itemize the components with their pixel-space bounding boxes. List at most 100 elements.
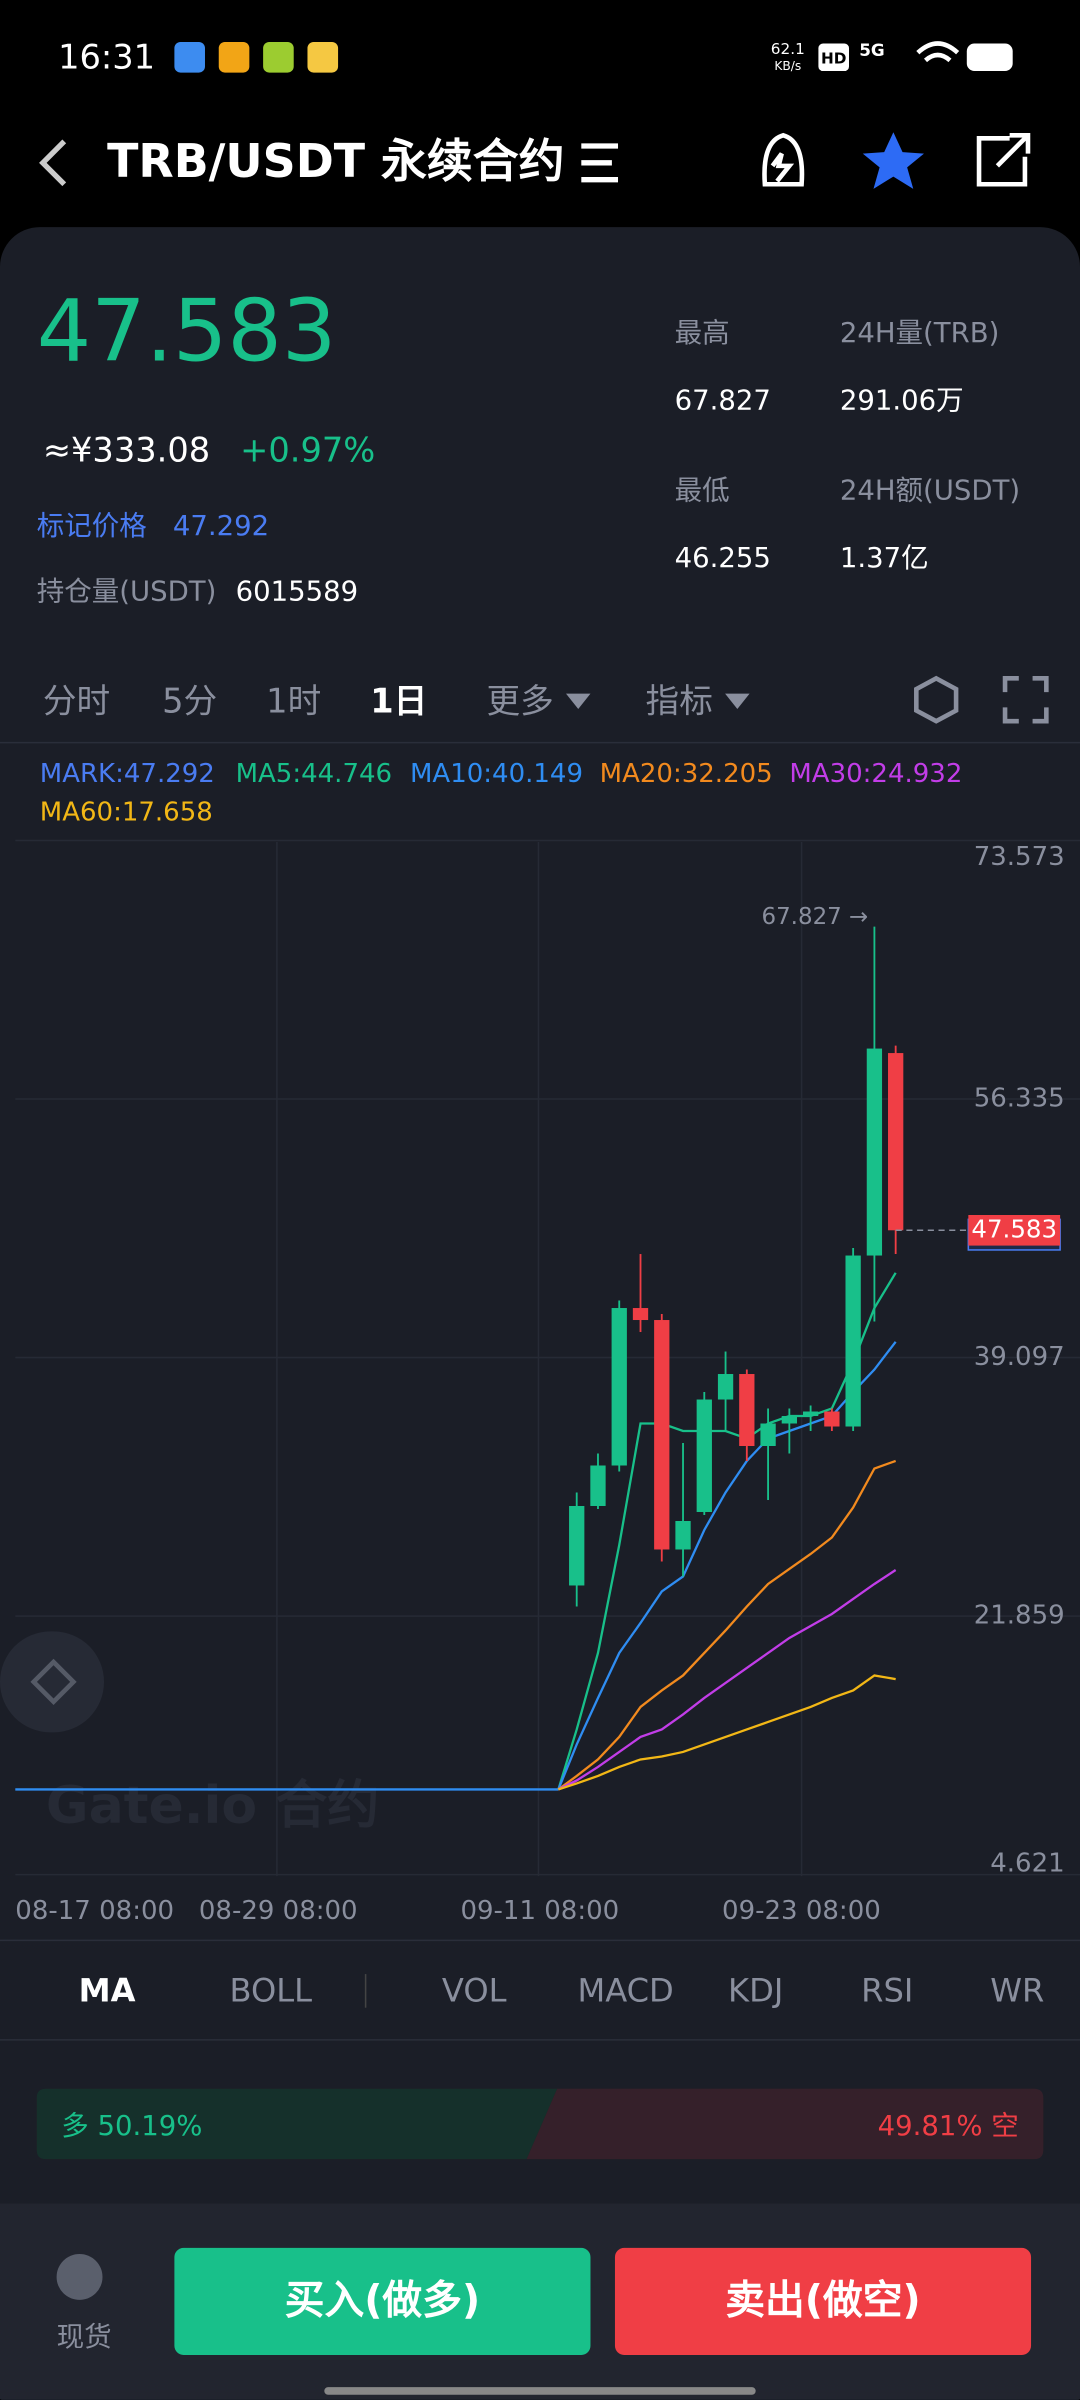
alert-icon[interactable] xyxy=(762,132,805,187)
timeframe-tab[interactable]: 分时 xyxy=(43,681,110,720)
x-tick-label: 08-29 08:00 xyxy=(199,1896,358,1926)
share-icon[interactable] xyxy=(976,133,1031,187)
net-speed: 62.1 xyxy=(771,40,805,58)
cny-price: ≈¥333.08 xyxy=(43,430,210,469)
indicator-tab[interactable]: RSI xyxy=(861,1971,913,2009)
last-price: 47.583 xyxy=(37,282,337,382)
wifi-icon xyxy=(916,41,960,63)
hd-badge xyxy=(818,43,850,72)
battery xyxy=(966,43,1013,72)
panel xyxy=(0,227,1080,2400)
x-tick-label: 08-17 08:00 xyxy=(15,1896,174,1926)
timeframe-tab[interactable]: 指标 xyxy=(646,681,713,720)
indicator-tab[interactable]: MACD xyxy=(578,1971,674,2009)
candle-body xyxy=(739,1374,755,1447)
sell-button[interactable] xyxy=(614,2247,1032,2355)
y-tick-label: 4.621 xyxy=(990,1848,1064,1878)
dropdown-arrow xyxy=(725,693,750,709)
candle-body xyxy=(824,1411,840,1427)
hd-text: HD xyxy=(821,49,846,67)
legend-entry: MARK:47.292 xyxy=(40,759,215,789)
ma-line xyxy=(557,1272,897,1790)
ma-line xyxy=(557,1341,897,1790)
indicator-tab[interactable]: VOL xyxy=(442,1971,507,2009)
short-label: 49.81% 空 xyxy=(878,2110,1019,2142)
indicator-tab[interactable]: MA xyxy=(79,1971,136,2009)
y-tick-label: 56.335 xyxy=(974,1084,1065,1114)
watermark: Gate.io 合约 xyxy=(46,1776,379,1836)
spot-icon[interactable] xyxy=(56,2253,103,2300)
candle-body xyxy=(590,1465,606,1506)
candle-body xyxy=(888,1053,904,1231)
ma-line xyxy=(557,1569,897,1791)
menu-icon[interactable] xyxy=(581,143,619,183)
timeframe-tab[interactable]: 1时 xyxy=(266,681,321,720)
app-icon xyxy=(174,41,205,73)
timeframe-tab[interactable]: 5分 xyxy=(162,681,217,720)
vol-value: 291.06万 xyxy=(840,384,964,416)
legend-entry: MA5:44.746 xyxy=(236,759,392,789)
high-annotation: 67.827 → xyxy=(762,904,869,930)
price-change: +0.97% xyxy=(240,430,375,469)
short-ratio xyxy=(526,2088,1044,2160)
candle-body xyxy=(717,1374,734,1400)
indicator-tab[interactable]: BOLL xyxy=(230,1971,313,2009)
status-time: 16:31 xyxy=(58,37,155,76)
amt-label: 24H额(USDT) xyxy=(840,475,1020,507)
mark-value: 47.292 xyxy=(173,510,269,542)
dropdown-arrow xyxy=(566,693,591,709)
x-tick-label: 09-11 08:00 xyxy=(460,1896,619,1926)
oi-value: 6015589 xyxy=(236,576,359,608)
plot: Gate.io 合约 73.573 56.335 39.097 21.859 4.621 0… xyxy=(15,839,1080,1926)
ma-line xyxy=(557,1459,897,1791)
legend-entry: MA20:32.205 xyxy=(600,759,773,789)
legend-entry: MA10:40.149 xyxy=(410,759,583,789)
net-speed-unit: KB/s xyxy=(774,59,801,73)
oi-label: 持仓量(USDT) xyxy=(37,576,217,608)
low-label: 最低 xyxy=(675,475,730,507)
y-tick-label: 21.859 xyxy=(974,1601,1065,1631)
indicator-tab[interactable]: KDJ xyxy=(728,1971,783,2009)
net-type: 5G xyxy=(859,40,884,60)
timeframe-tab[interactable]: 1日 xyxy=(370,681,427,720)
high-value: 67.827 xyxy=(675,384,771,416)
candle-body xyxy=(611,1308,627,1466)
last-price-label: 47.583 xyxy=(971,1214,1057,1243)
candle-body xyxy=(845,1255,861,1427)
home-indicator xyxy=(324,2387,756,2395)
amt-value: 1.37亿 xyxy=(840,542,929,574)
last-price-tag xyxy=(968,1214,1061,1246)
favorite-icon[interactable] xyxy=(862,132,924,189)
app-icon xyxy=(218,41,250,73)
candle-body xyxy=(802,1411,819,1417)
vol-label: 24H量(TRB) xyxy=(840,317,1000,349)
mark-label: 标记价格 xyxy=(37,510,147,542)
high-label: 最高 xyxy=(675,317,730,349)
low-value: 46.255 xyxy=(675,542,771,574)
candle-body xyxy=(569,1505,585,1586)
buy-button[interactable] xyxy=(174,2247,591,2355)
buy-label[interactable]: 买入(做多) xyxy=(285,2277,480,2323)
sell-label[interactable]: 卖出(做空) xyxy=(725,2277,920,2323)
fullscreen-icon[interactable] xyxy=(1002,676,1049,724)
candle-body xyxy=(675,1520,691,1550)
settings-icon[interactable] xyxy=(914,675,959,724)
x-tick-label: 09-23 08:00 xyxy=(722,1896,881,1926)
spot-label[interactable]: 现货 xyxy=(57,2321,112,2353)
y-tick-label: 73.573 xyxy=(974,842,1065,872)
back-button[interactable] xyxy=(39,139,67,187)
indicator-tab[interactable]: WR xyxy=(990,1971,1044,2009)
float-icon xyxy=(30,1658,77,1706)
ma-line xyxy=(558,1674,896,1791)
timeframe-tab[interactable]: 更多 xyxy=(486,681,553,720)
app-icon xyxy=(307,41,339,73)
float-button[interactable] xyxy=(0,1631,105,1733)
legend-entry: MA30:24.932 xyxy=(789,759,962,789)
candle-body xyxy=(781,1416,797,1424)
legend-entry: MA60:17.658 xyxy=(40,797,213,827)
candle-body xyxy=(632,1308,649,1321)
long-ratio xyxy=(36,2088,558,2160)
candle-body xyxy=(654,1320,670,1550)
candle-body xyxy=(866,1048,883,1256)
